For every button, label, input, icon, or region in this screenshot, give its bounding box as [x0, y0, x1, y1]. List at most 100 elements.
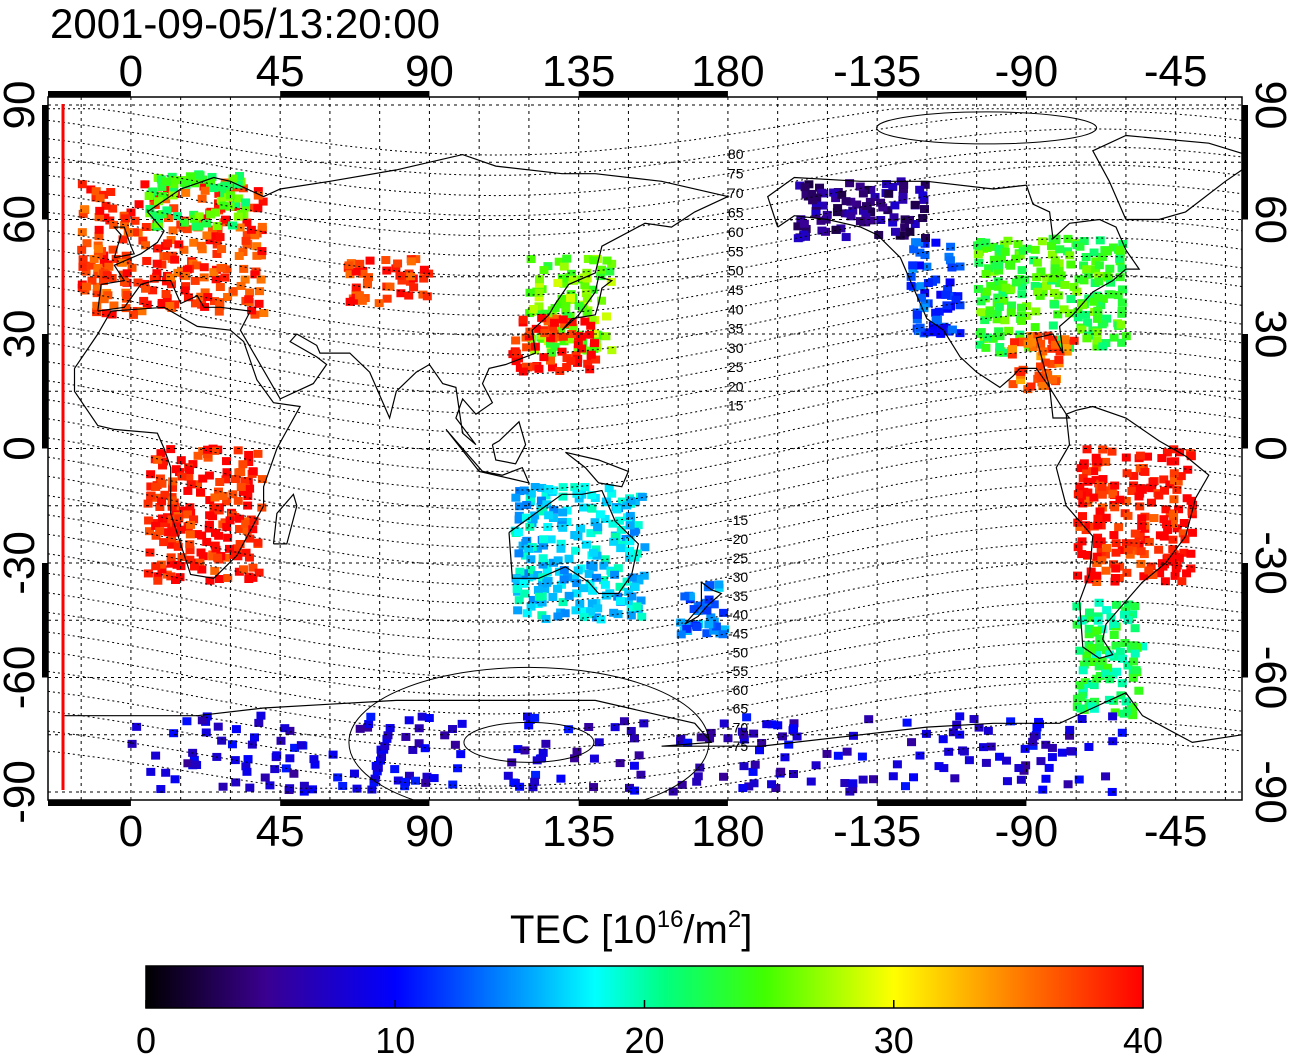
- tec-cell: [1183, 465, 1193, 474]
- tec-cell: [215, 233, 225, 242]
- tec-cell: [556, 544, 566, 553]
- tec-cell: [170, 255, 180, 264]
- magnetic-latitude-label: -25: [728, 550, 748, 566]
- tec-cell: [762, 720, 772, 729]
- tec-cell: [117, 258, 127, 267]
- tec-cell: [310, 760, 320, 769]
- tec-cell: [596, 615, 606, 624]
- tec-cell: [256, 275, 266, 284]
- tec-cell: [793, 234, 803, 243]
- tec-cell: [232, 544, 242, 553]
- tec-cell: [534, 288, 544, 297]
- tec-cell: [916, 293, 926, 302]
- tec-cell: [194, 212, 204, 221]
- tec-cell: [1023, 339, 1033, 348]
- tec-cell: [709, 600, 719, 609]
- tec-cell: [1162, 520, 1172, 529]
- tec-cell: [1155, 569, 1165, 578]
- tec-cell: [906, 281, 916, 290]
- tec-cell: [211, 275, 221, 284]
- tec-cell: [689, 605, 699, 614]
- x-axis-top-labels: 0 45 90 135 180 -135 -90 -45: [119, 47, 1208, 96]
- tec-cell: [1102, 314, 1112, 323]
- tec-cell: [683, 738, 693, 747]
- tec-cell: [241, 198, 251, 207]
- tec-cell: [153, 455, 163, 464]
- tec-cell: [969, 715, 979, 724]
- tec-cell: [553, 278, 563, 287]
- tec-cell: [245, 783, 255, 792]
- tec-cell: [146, 491, 156, 500]
- tec-cell: [222, 265, 232, 274]
- tec-cell: [1144, 537, 1154, 546]
- tec-cell: [186, 480, 196, 489]
- tec-cell: [1077, 325, 1087, 334]
- tec-cell: [776, 767, 786, 776]
- tec-cell: [574, 301, 584, 310]
- tec-cell: [190, 760, 200, 769]
- tec-cell: [1030, 323, 1040, 332]
- tec-cell: [572, 747, 582, 756]
- tec-cell: [1037, 237, 1047, 246]
- tec-cell: [198, 474, 208, 483]
- tec-cell: [1128, 703, 1138, 712]
- tec-cell: [570, 483, 580, 492]
- tec-cell: [1093, 521, 1103, 530]
- tec-cell: [870, 193, 880, 202]
- tec-cell: [168, 483, 178, 492]
- tec-cell: [200, 288, 210, 297]
- y-axis-right-labels: 90 60 30 0 -30 -60 -90: [1246, 81, 1292, 824]
- tec-cell: [916, 282, 926, 291]
- tec-cell: [210, 493, 220, 502]
- tec-cell: [525, 522, 535, 531]
- tec-cell: [1007, 350, 1017, 359]
- y-axis-left-labels: 90 60 30 0 -30 -60 -90: [0, 81, 44, 824]
- tec-cell: [1078, 499, 1088, 508]
- tec-cell: [520, 589, 530, 598]
- tec-cell: [616, 525, 626, 534]
- tec-cell: [1160, 577, 1170, 586]
- tec-cell: [1082, 265, 1092, 274]
- x-tick-label-top: -135: [833, 47, 921, 96]
- tec-cell: [1154, 491, 1164, 500]
- tec-cell: [126, 208, 136, 217]
- tec-cell: [936, 290, 946, 299]
- tec-cell: [108, 245, 118, 254]
- tec-cell: [176, 456, 186, 465]
- tec-cell: [211, 208, 221, 217]
- tec-cell: [222, 497, 232, 506]
- tec-cell: [235, 171, 245, 180]
- tec-cell: [588, 548, 598, 557]
- tec-cell: [155, 502, 165, 511]
- tec-cell: [395, 271, 405, 280]
- tec-cell: [842, 747, 852, 756]
- tec-cell: [581, 540, 591, 549]
- tec-cell: [140, 279, 150, 288]
- tec-cell: [1098, 342, 1108, 351]
- tec-cell: [878, 203, 888, 212]
- tec-cell: [739, 762, 749, 771]
- tec-cell: [215, 298, 225, 307]
- tec-cell: [815, 183, 825, 192]
- tec-cell: [639, 719, 649, 728]
- tec-cell: [789, 719, 799, 728]
- tec-cell: [210, 446, 220, 455]
- tec-cell: [145, 209, 155, 218]
- x-tick-label-bottom: 135: [542, 807, 615, 856]
- tec-cell: [1083, 270, 1093, 279]
- tec-cell: [1157, 454, 1167, 463]
- tec-cell: [241, 548, 251, 557]
- tec-cell: [807, 189, 817, 198]
- tec-cell: [1168, 510, 1178, 519]
- tec-cell: [900, 215, 910, 224]
- tec-cell: [1101, 513, 1111, 522]
- tec-cell: [548, 514, 558, 523]
- tec-cell: [1105, 264, 1115, 273]
- tec-cell: [801, 190, 811, 199]
- tec-cell: [152, 244, 162, 253]
- tec-cell: [596, 272, 606, 281]
- tec-cell: [534, 293, 544, 302]
- x-tick-label-bottom: 45: [256, 807, 305, 856]
- tec-cell: [626, 611, 636, 620]
- tec-cell: [106, 187, 116, 196]
